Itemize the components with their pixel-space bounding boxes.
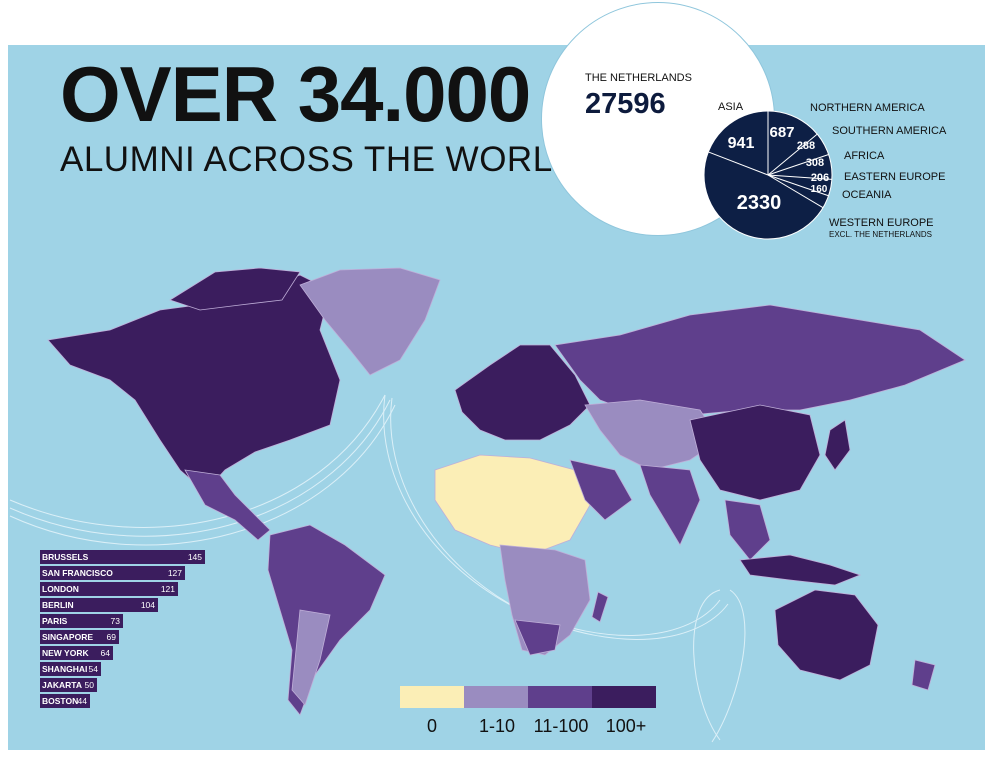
city-count: 127 xyxy=(167,568,182,578)
russia xyxy=(554,304,966,416)
pie-separator xyxy=(767,154,829,176)
pie-value-asia: 941 xyxy=(728,135,755,152)
city-count: 64 xyxy=(100,648,110,658)
greenland xyxy=(299,267,441,376)
label-southern-america: SOUTHERN AMERICA xyxy=(832,125,947,137)
label-africa: AFRICA xyxy=(844,150,885,162)
label-oceania: OCEANIA xyxy=(842,189,892,201)
legend-swatch-0 xyxy=(400,686,464,708)
legend-label-100-plus: 100+ xyxy=(605,716,647,736)
pie-separator xyxy=(767,174,829,197)
africa-north xyxy=(434,454,591,556)
legend-label-1-10: 1-10 xyxy=(478,716,516,736)
pie-separators xyxy=(708,111,832,209)
city-count: 73 xyxy=(110,616,120,626)
netherlands-value: 27596 xyxy=(585,88,666,120)
pie-value-northern-america: 687 xyxy=(769,124,794,141)
legend-swatch-11-100 xyxy=(528,686,592,708)
city-bar: NEW YORK 64 xyxy=(40,646,113,660)
south-africa xyxy=(514,619,561,656)
city-count: 44 xyxy=(77,696,87,706)
mexico-central-america xyxy=(184,469,271,541)
continents xyxy=(47,267,966,716)
australia xyxy=(774,589,879,681)
china xyxy=(689,404,821,501)
city-count: 69 xyxy=(106,632,116,642)
city-name: JAKARTA xyxy=(42,680,82,690)
canada-islands xyxy=(169,267,301,311)
city-bar: BERLIN 104 xyxy=(40,598,158,612)
top-cities-list: BRUSSELS 145 SAN FRANCISCO 127 LONDON 121 B… xyxy=(40,550,205,710)
pie-value-oceania: 160 xyxy=(811,184,828,195)
label-eastern-europe: EASTERN EUROPE xyxy=(844,171,945,183)
headline: OVER 34.000 xyxy=(60,50,531,138)
japan xyxy=(824,419,851,471)
city-bar: SHANGHAI 54 xyxy=(40,662,101,676)
pie-value-southern-america: 288 xyxy=(797,140,815,152)
city-bar: BRUSSELS 145 xyxy=(40,550,205,564)
india xyxy=(639,464,701,546)
legend-label-11-100: 11-100 xyxy=(533,716,589,736)
middle-east-central-asia xyxy=(584,399,721,471)
city-name: LONDON xyxy=(42,584,79,594)
city-name: SINGAPORE xyxy=(42,632,94,642)
southern-cone xyxy=(291,609,331,706)
pie-separator xyxy=(767,174,832,180)
city-bar: BOSTON 44 xyxy=(40,694,90,708)
city-count: 54 xyxy=(88,664,98,674)
city-count: 104 xyxy=(140,600,155,610)
city-count: 50 xyxy=(84,680,94,690)
southeast-asia xyxy=(724,499,771,561)
legend-label-0: 0 xyxy=(426,716,437,736)
pie-separator xyxy=(767,133,818,176)
pie-separator xyxy=(708,151,769,176)
city-bar: SAN FRANCISCO 127 xyxy=(40,566,185,580)
label-northern-america: NORTHERN AMERICA xyxy=(810,102,925,114)
city-bar: LONDON 121 xyxy=(40,582,178,596)
region-pie-chart xyxy=(703,110,833,240)
city-count: 121 xyxy=(160,584,175,594)
subheadline: ALUMNI ACROSS THE WORLD xyxy=(60,140,579,179)
arabia xyxy=(569,459,633,521)
city-name: NEW YORK xyxy=(42,648,89,658)
city-bar: SINGAPORE 69 xyxy=(40,630,119,644)
legend-swatch-1-10 xyxy=(464,686,528,708)
city-name: BRUSSELS xyxy=(42,552,89,562)
city-name: SHANGHAI xyxy=(42,664,88,674)
netherlands-label: THE NETHERLANDS xyxy=(585,72,692,84)
pie-value-africa: 308 xyxy=(806,157,824,169)
city-name: BERLIN xyxy=(42,600,74,610)
madagascar xyxy=(591,591,609,623)
label-western-europe-sub: EXCL. THE NETHERLANDS xyxy=(829,230,932,239)
city-bar: PARIS 73 xyxy=(40,614,123,628)
pie-separator xyxy=(767,174,824,209)
city-name: SAN FRANCISCO xyxy=(42,568,113,578)
city-bar: JAKARTA 50 xyxy=(40,678,97,692)
city-name: BOSTON xyxy=(42,696,79,706)
city-name: PARIS xyxy=(42,616,68,626)
legend-swatch-100-plus xyxy=(592,686,656,708)
europe xyxy=(454,344,591,441)
pie-value-western-europe: 2330 xyxy=(737,192,782,214)
new-zealand xyxy=(911,659,936,691)
label-western-europe: WESTERN EUROPE xyxy=(829,217,934,229)
indonesia xyxy=(739,554,862,586)
city-count: 145 xyxy=(187,552,202,562)
label-asia: ASIA xyxy=(718,101,744,113)
pie-value-eastern-europe: 206 xyxy=(811,172,829,184)
